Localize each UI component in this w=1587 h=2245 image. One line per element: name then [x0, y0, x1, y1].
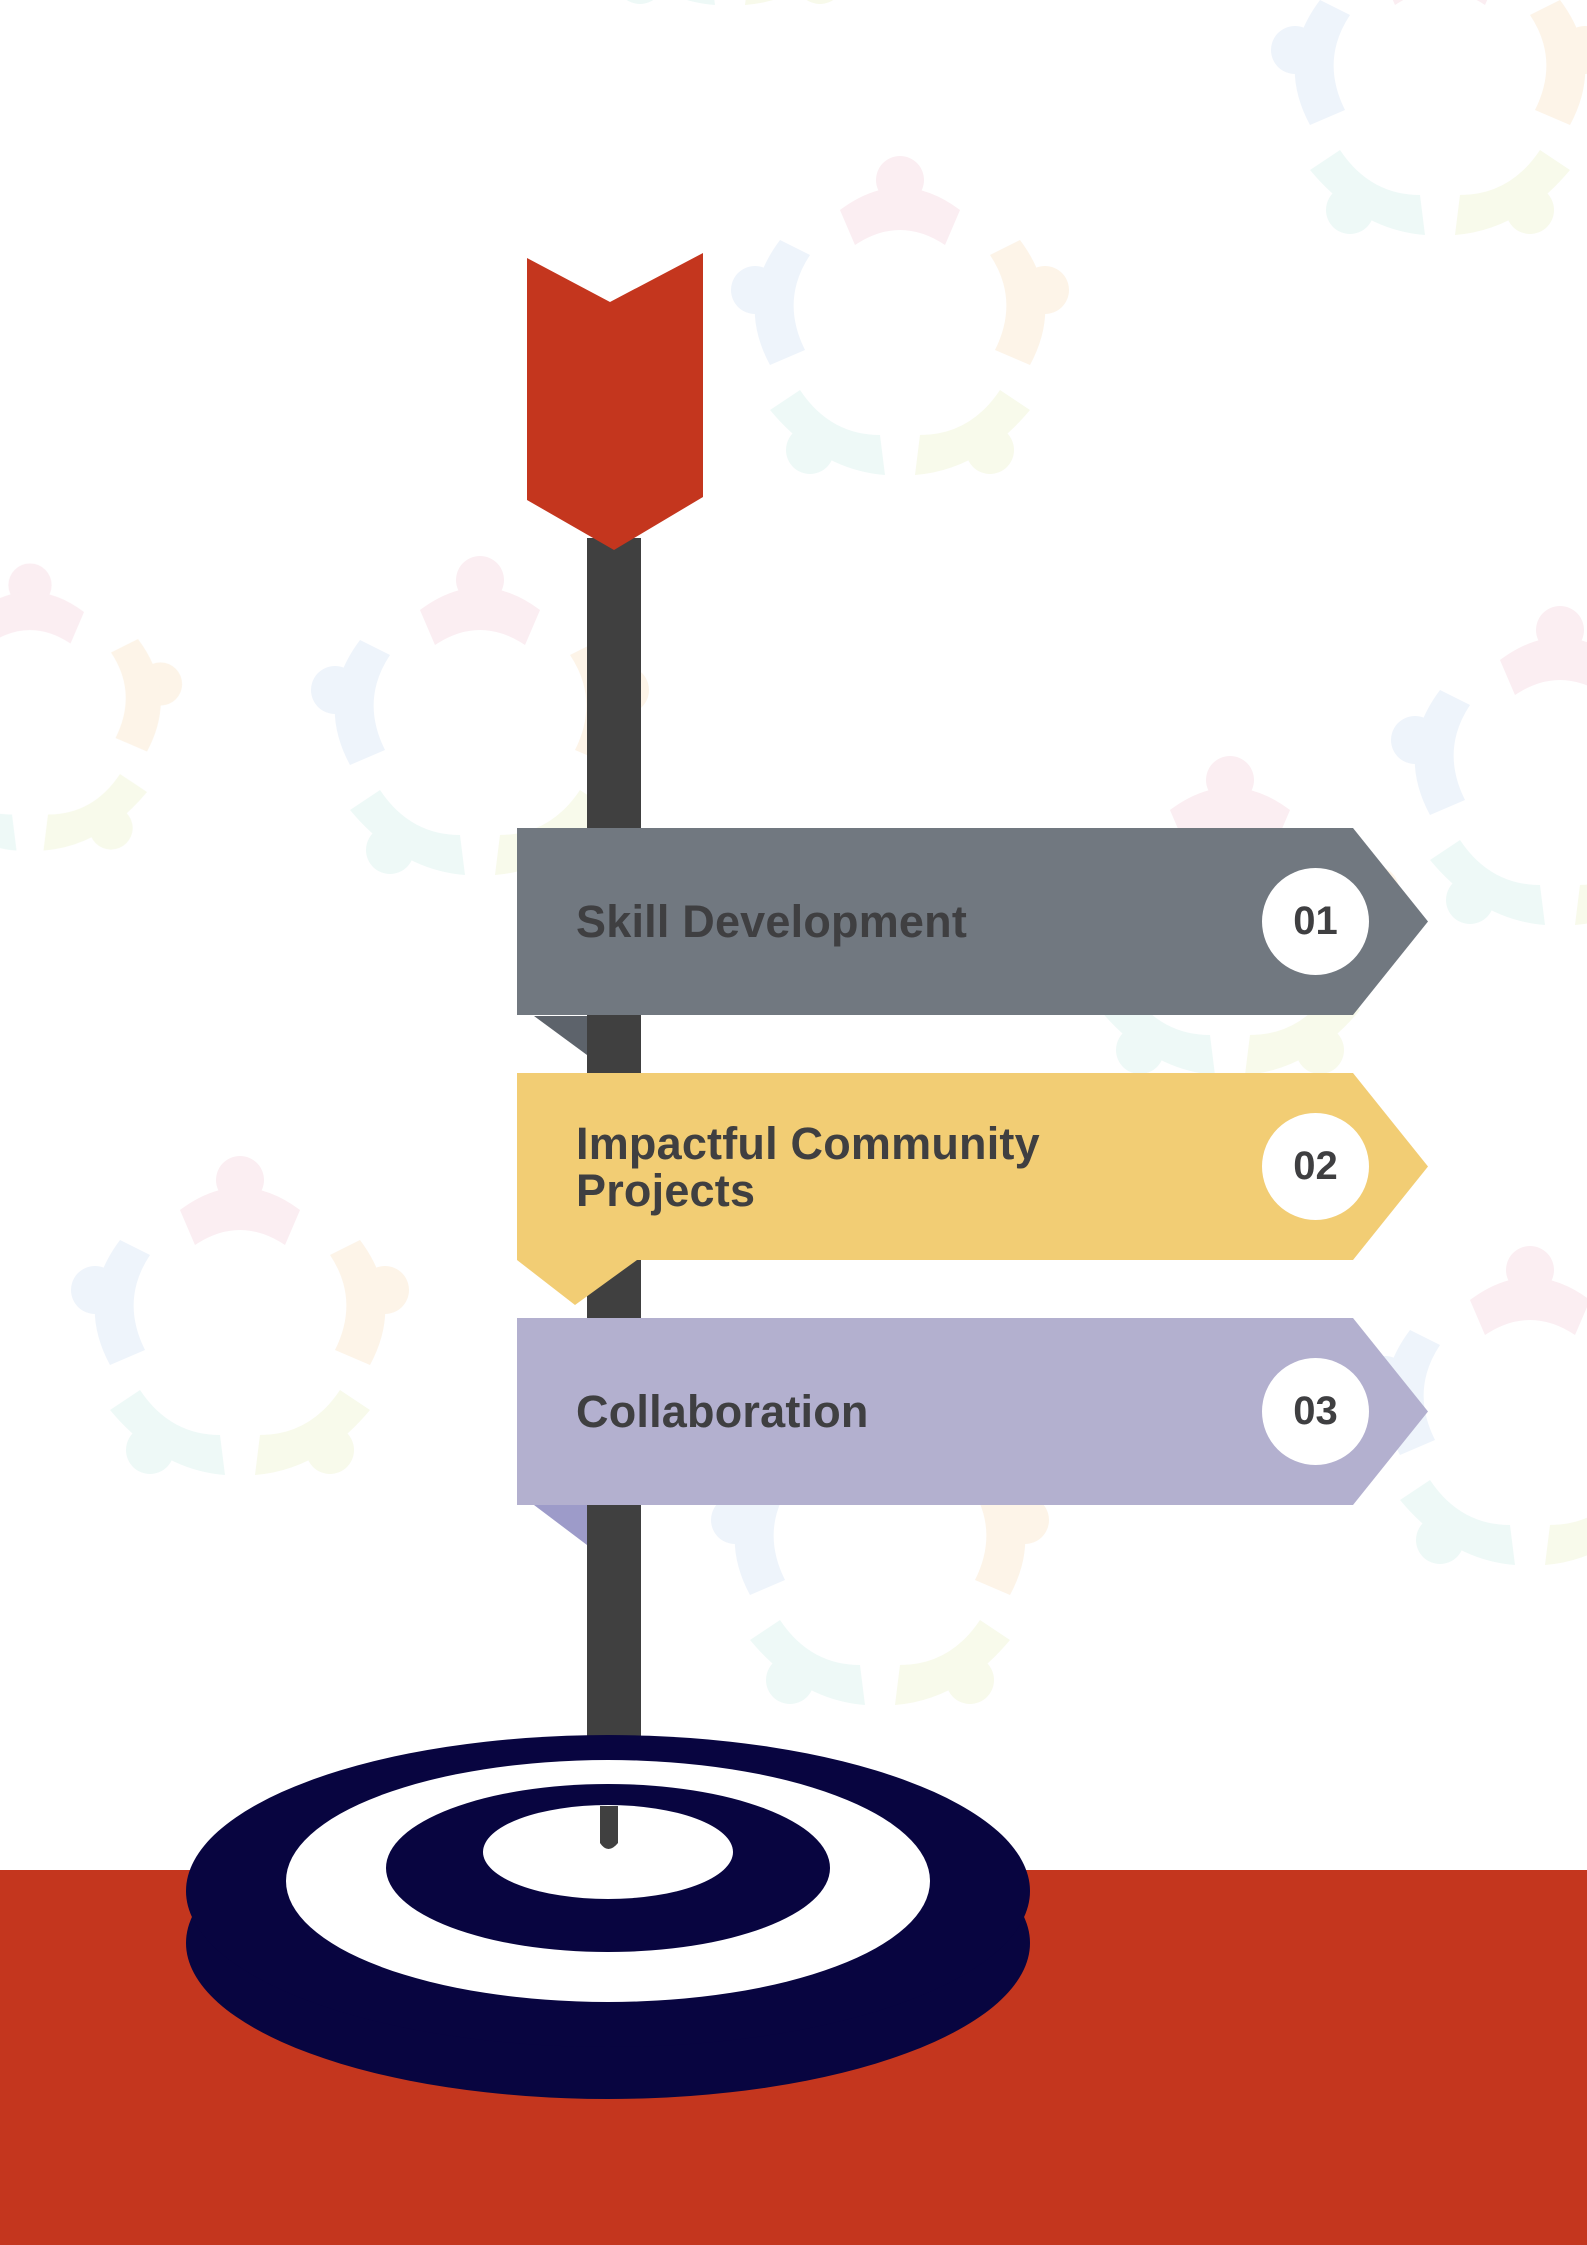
banner-impactful-community-projects: Impactful Community Projects 02 — [517, 1073, 1428, 1260]
banner-skill-development: Skill Development 01 — [517, 828, 1428, 1015]
banner-label: Collaboration — [576, 1386, 869, 1437]
bullseye-target-icon — [186, 1735, 1030, 2099]
number-badge: 03 — [1262, 1358, 1369, 1465]
banner-label: Impactful Community Projects — [576, 1117, 1040, 1216]
banner-1-tab — [534, 1016, 587, 1055]
arrow-fletching-icon — [527, 253, 703, 550]
number-badge: 01 — [1262, 868, 1369, 975]
number-badge: 02 — [1262, 1113, 1369, 1220]
banner-label: Skill Development — [576, 896, 968, 947]
banner-collaboration: Collaboration 03 — [517, 1318, 1428, 1505]
banner-3-tab — [534, 1505, 587, 1545]
banner-2-tab — [517, 1260, 637, 1305]
